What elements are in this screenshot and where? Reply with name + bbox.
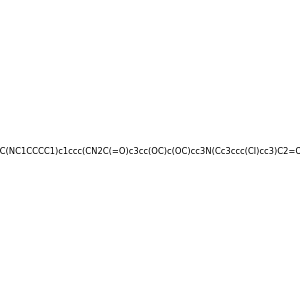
Text: O=C(NC1CCCC1)c1ccc(CN2C(=O)c3cc(OC)c(OC)cc3N(Cc3ccc(Cl)cc3)C2=O)cc1: O=C(NC1CCCC1)c1ccc(CN2C(=O)c3cc(OC)c(OC)… <box>0 147 300 156</box>
